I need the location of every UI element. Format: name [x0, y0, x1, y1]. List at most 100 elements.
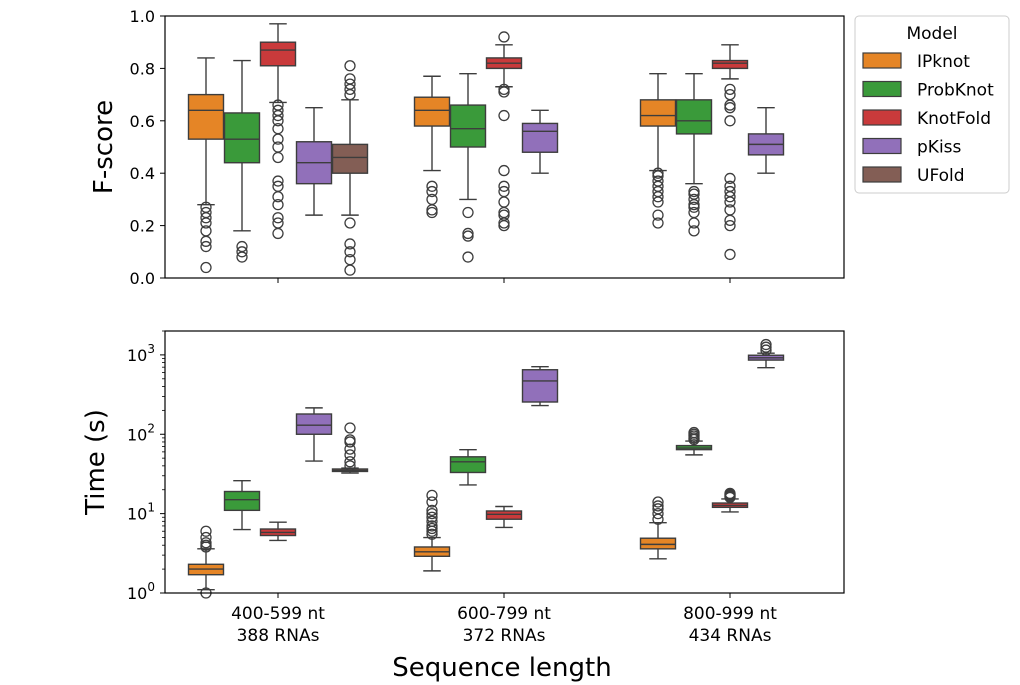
iqr-box	[711, 59, 749, 70]
outlier-point	[498, 164, 510, 177]
outlier-point	[760, 344, 772, 356]
iqr-box	[521, 122, 559, 153]
outlier-point	[272, 104, 284, 116]
outlier-point	[200, 531, 212, 544]
outlier-point	[652, 500, 664, 512]
legend: Model IPknot ProbKnot KnotFold pKiss UFold	[854, 15, 1010, 194]
outlier-point	[272, 141, 284, 153]
outlier-point	[200, 261, 212, 274]
category-label-2-line1: 600-799 nt	[457, 604, 551, 624]
box-ufold	[331, 422, 369, 474]
outlier-point	[200, 206, 212, 219]
outlier-point	[344, 443, 356, 455]
x-category-labels: 400-599 nt 388 RNAs 600-799 nt 372 RNAs …	[231, 604, 777, 646]
outlier-point	[724, 88, 736, 101]
legend-swatch-ufold	[862, 166, 902, 183]
time-plot-frame	[164, 330, 845, 594]
outlier-point	[272, 217, 284, 229]
fscore-plot-frame	[164, 15, 845, 279]
outlier-point	[724, 172, 736, 185]
outlier-point	[272, 99, 284, 111]
iqr-box	[675, 99, 713, 135]
outlier-point	[272, 212, 284, 224]
outlier-point	[426, 520, 438, 532]
box-ipknot	[413, 489, 451, 572]
time-y-axis-title: Time (s)	[81, 409, 111, 516]
legend-label-probknot: ProbKnot	[917, 81, 994, 101]
time-x-ticks	[277, 593, 731, 598]
outlier-point	[426, 180, 438, 192]
box-ipknot	[413, 75, 451, 219]
box-pkiss	[747, 106, 785, 174]
outlier-point	[344, 78, 356, 90]
iqr-box	[259, 41, 297, 67]
outlier-point	[344, 217, 356, 229]
outlier-point	[652, 507, 664, 520]
box-probknot	[223, 59, 261, 263]
outlier-point	[724, 204, 736, 216]
fscore-y-ticks: 0.0 0.2 0.4 0.6 0.8 1.0	[130, 7, 165, 288]
outlier-point	[462, 251, 474, 263]
box-knotfold	[711, 487, 749, 513]
iqr-box	[521, 369, 559, 403]
outlier-point	[344, 434, 356, 446]
legend-label-pkiss: pKiss	[917, 138, 962, 158]
outlier-point	[498, 185, 510, 198]
category-label-3-line1: 800-999 nt	[683, 604, 777, 624]
outlier-point	[724, 180, 736, 192]
box-knotfold	[711, 44, 749, 261]
outlier-point	[498, 83, 510, 96]
outlier-point	[498, 31, 510, 43]
outlier-point	[200, 201, 212, 213]
outlier-point	[652, 496, 664, 508]
iqr-box	[639, 537, 677, 550]
box-knotfold	[485, 505, 523, 529]
outlier-point	[652, 503, 664, 515]
time-panel: 100 101 102 103 Time (s)	[81, 330, 845, 603]
outlier-point	[344, 60, 356, 72]
outlier-point	[652, 175, 664, 187]
outlier-point	[724, 487, 736, 500]
y-tick-label: 102	[127, 421, 155, 444]
outlier-point	[724, 219, 736, 232]
legend-swatch-pkiss	[862, 137, 902, 155]
legend-label-ufold: UFold	[917, 166, 965, 186]
fscore-y-axis-title: F-score	[89, 100, 119, 194]
category-label-3-line2: 434 RNAs	[689, 626, 772, 646]
outlier-point	[688, 225, 700, 237]
outlier-point	[272, 198, 284, 211]
outlier-point	[236, 246, 248, 258]
outlier-point	[426, 511, 438, 523]
outlier-point	[344, 460, 356, 472]
box-pkiss	[295, 407, 333, 462]
outlier-point	[200, 240, 212, 253]
outlier-point	[272, 175, 284, 187]
box-probknot	[675, 72, 713, 237]
outlier-point	[344, 246, 356, 258]
outlier-point	[426, 507, 438, 520]
legend-swatch-knotfold	[862, 109, 902, 126]
x-axis-title: Sequence length	[392, 653, 611, 683]
outlier-point	[652, 209, 664, 221]
category-label-1-line2: 388 RNAs	[237, 626, 320, 646]
box-ipknot	[187, 525, 225, 599]
outlier-point	[426, 489, 438, 501]
box-pkiss	[521, 365, 559, 407]
outlier-point	[688, 206, 700, 219]
y-tick-label: 0.6	[130, 112, 155, 131]
outlier-point	[760, 338, 772, 351]
box-ipknot	[639, 496, 677, 560]
legend-label-ipknot: IPknot	[917, 52, 970, 72]
iqr-box	[223, 112, 261, 164]
outlier-point	[760, 341, 772, 353]
outlier-point	[200, 525, 212, 537]
outlier-point	[688, 193, 700, 206]
y-tick-label: 103	[127, 342, 155, 365]
fscore-marks	[187, 23, 785, 276]
iqr-box	[223, 490, 261, 512]
legend-entries: IPknot ProbKnot KnotFold pKiss UFold	[862, 52, 994, 186]
box-probknot	[223, 479, 261, 531]
fscore-panel: 0.0 0.2 0.4 0.6 0.8 1.0 F-score	[89, 7, 845, 288]
